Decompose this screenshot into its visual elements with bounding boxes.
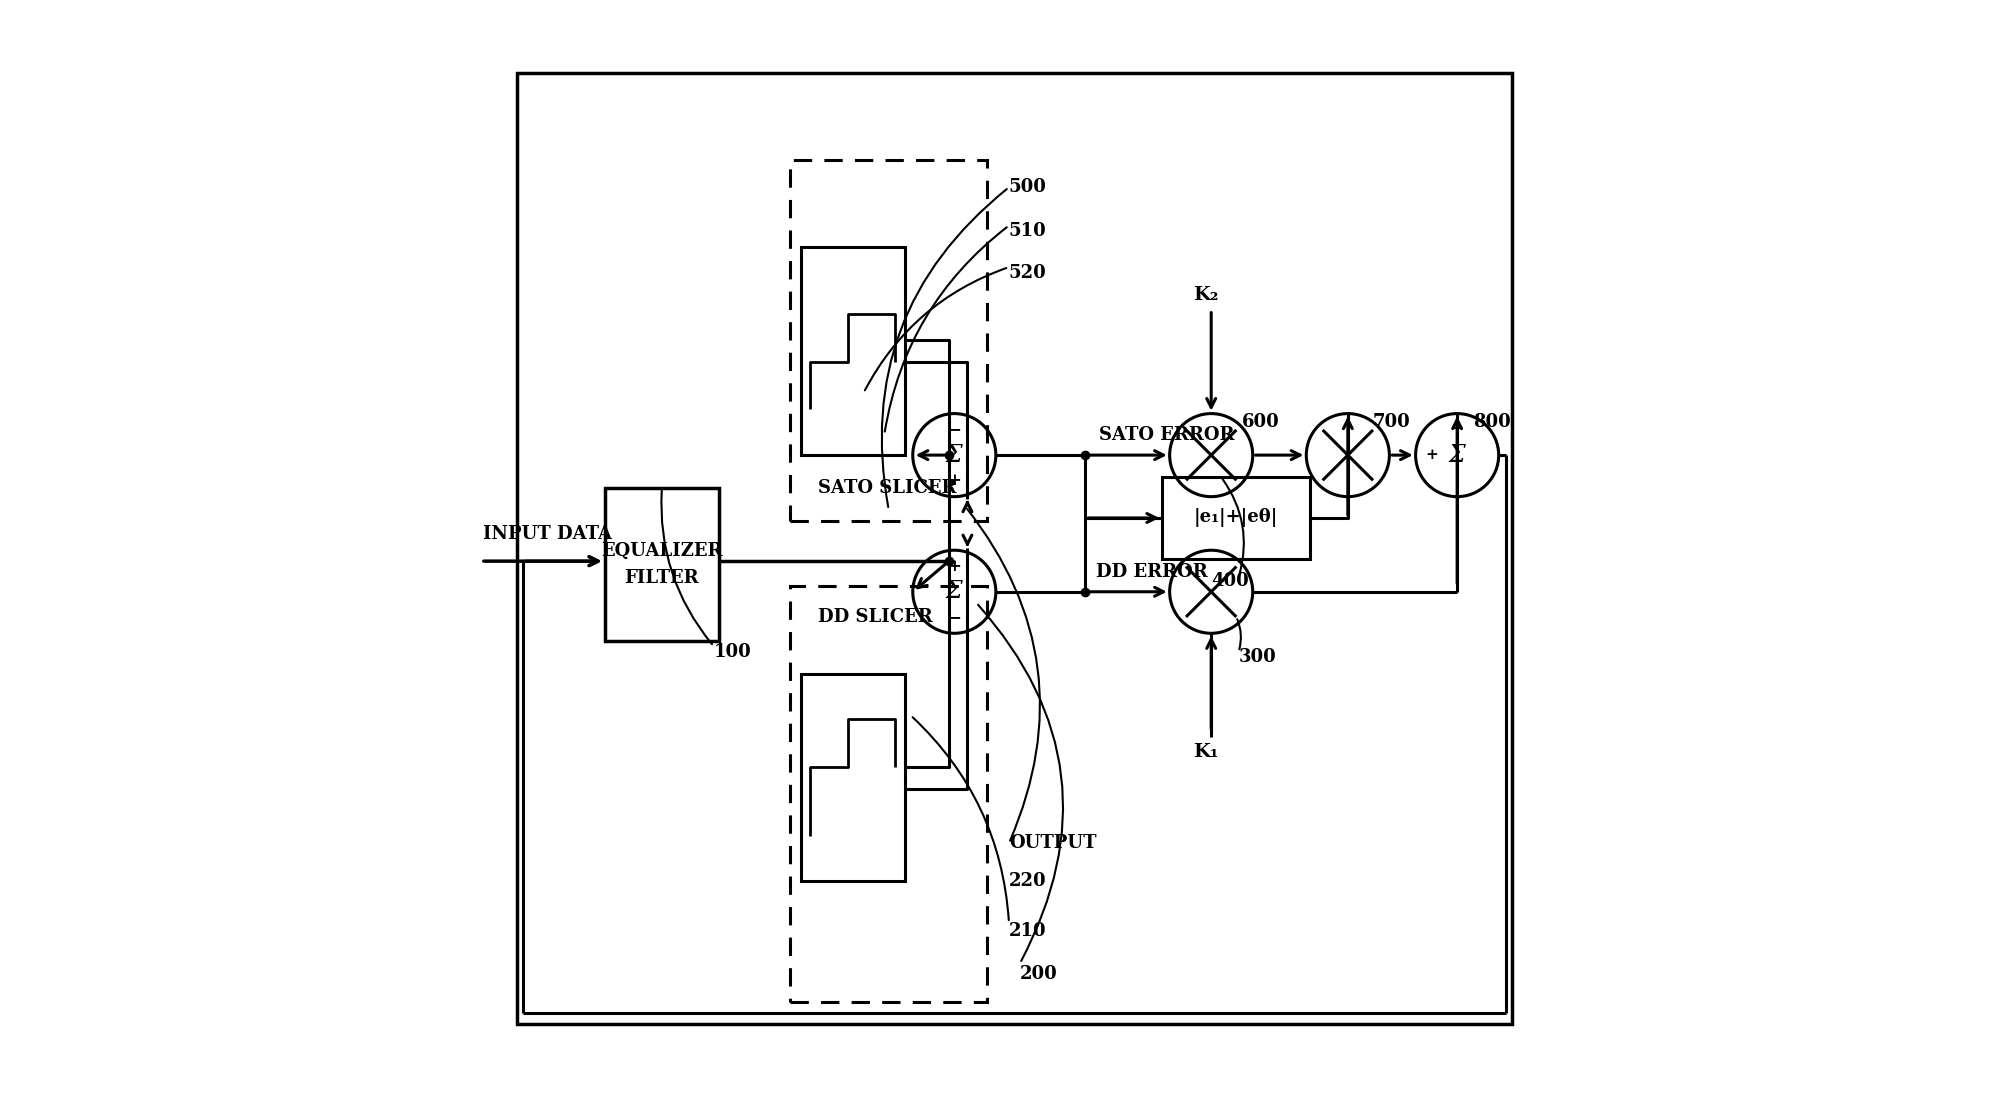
Text: SATO SLICER: SATO SLICER bbox=[817, 478, 955, 497]
Text: 200: 200 bbox=[1020, 965, 1058, 983]
Text: K₁: K₁ bbox=[1192, 743, 1218, 761]
Bar bbox=[1162, 477, 1311, 559]
Text: 800: 800 bbox=[1473, 413, 1511, 432]
Bar bbox=[801, 248, 905, 455]
Text: −: − bbox=[947, 421, 961, 438]
Text: Σ: Σ bbox=[945, 444, 963, 467]
Bar bbox=[791, 587, 987, 1002]
Bar bbox=[801, 674, 905, 881]
Text: 220: 220 bbox=[1010, 872, 1046, 890]
Bar bbox=[604, 488, 719, 641]
Text: DD SLICER: DD SLICER bbox=[817, 608, 933, 627]
Text: Σ: Σ bbox=[945, 580, 963, 603]
Text: |e₁|+|eθ|: |e₁|+|eθ| bbox=[1194, 508, 1278, 527]
Text: 210: 210 bbox=[1010, 922, 1046, 940]
Text: 600: 600 bbox=[1242, 413, 1280, 432]
Text: INPUT DATA: INPUT DATA bbox=[484, 525, 612, 542]
Text: 510: 510 bbox=[1010, 223, 1048, 240]
Text: +: + bbox=[1425, 448, 1437, 462]
Bar bbox=[791, 161, 987, 520]
Text: +: + bbox=[947, 473, 961, 489]
Text: 300: 300 bbox=[1238, 649, 1276, 666]
Text: −: − bbox=[947, 609, 961, 627]
Text: K₂: K₂ bbox=[1192, 287, 1218, 304]
Text: 500: 500 bbox=[1010, 178, 1048, 196]
Text: +: + bbox=[1451, 423, 1463, 436]
Text: DD ERROR: DD ERROR bbox=[1096, 563, 1208, 581]
Text: 400: 400 bbox=[1210, 572, 1248, 590]
Text: +: + bbox=[947, 558, 961, 575]
Text: 700: 700 bbox=[1373, 413, 1411, 432]
Text: SATO ERROR: SATO ERROR bbox=[1098, 426, 1234, 444]
Text: EQUALIZER
FILTER: EQUALIZER FILTER bbox=[602, 542, 723, 587]
Text: OUTPUT: OUTPUT bbox=[1010, 835, 1096, 852]
Text: 100: 100 bbox=[714, 643, 751, 661]
Bar bbox=[518, 73, 1511, 1024]
Text: Σ: Σ bbox=[1449, 444, 1465, 467]
Text: 520: 520 bbox=[1010, 263, 1048, 281]
